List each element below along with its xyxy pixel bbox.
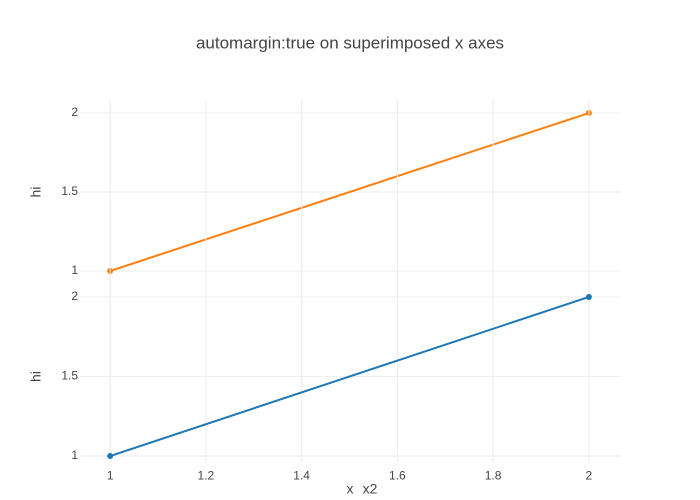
y-tick-label: 1.5 (61, 369, 78, 383)
marker (107, 453, 114, 460)
y-tick-label: 1.5 (61, 184, 78, 198)
x-tick-label: 2 (586, 469, 593, 483)
chart-title: automargin:true on superimposed x axes (196, 33, 504, 52)
marker (585, 293, 592, 300)
y-axis-title: hi (28, 371, 44, 382)
line (109, 112, 590, 272)
y-tick-label: 1 (71, 448, 78, 462)
x-axis-title: x2 (363, 481, 378, 497)
x-tick-label: 1.4 (293, 469, 310, 483)
y-tick-label: 1 (71, 263, 78, 277)
line (109, 296, 590, 457)
y-axis-title: hi (28, 187, 44, 198)
x-tick-label: 1.8 (485, 469, 502, 483)
x-tick-label: 1.2 (198, 469, 215, 483)
x-tick-label: 1 (107, 469, 114, 483)
y-tick-label: 2 (71, 289, 78, 303)
x-tick-label: 1.6 (389, 469, 406, 483)
y-tick-label: 2 (71, 105, 78, 119)
x-axis-title: x (347, 481, 354, 497)
